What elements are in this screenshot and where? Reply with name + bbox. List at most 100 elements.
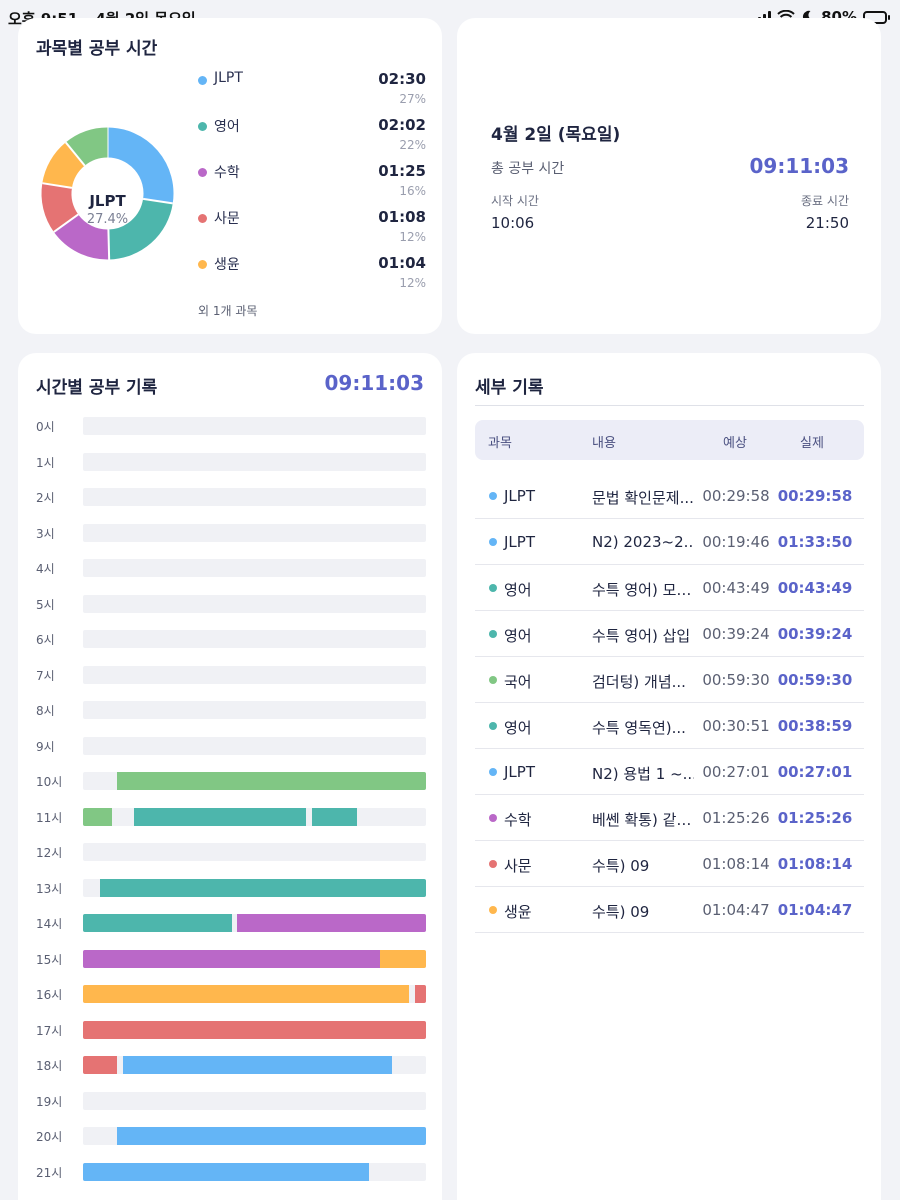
timeline-track [83, 1127, 426, 1145]
timeline-segment[interactable] [414, 985, 426, 1003]
detail-records-card[interactable]: 세부 기록 과목 내용 예상 실제 JLPT 문법 확인문제... 00:29:58… [457, 353, 881, 1200]
timeline-hour-label: 13시 [36, 881, 63, 896]
subject-card-title: 과목별 공부 시간 [36, 39, 158, 59]
legend-subject-percent: 27% [399, 92, 426, 106]
timeline-segment[interactable] [83, 1020, 426, 1039]
timeline-track [83, 594, 426, 613]
header-content: 내용 [592, 436, 616, 451]
timeline-segment[interactable] [83, 914, 232, 932]
detail-table-row[interactable]: 사문 수특) 09 01:08:14 01:08:14 [475, 841, 864, 887]
row-actual-time: 00:59:30 [777, 671, 853, 689]
timeline-track [83, 630, 426, 648]
subject-color-dot [489, 492, 497, 500]
timeline-segment[interactable] [134, 807, 306, 826]
detail-table-row[interactable]: JLPT 문법 확인문제... 00:29:58 00:29:58 [475, 473, 864, 519]
row-content: 베쎈 확통) 같… [592, 811, 692, 829]
timeline-hour-label: 8시 [36, 704, 55, 718]
row-content: 수특 영어) 모… [592, 581, 692, 599]
timeline-segment[interactable] [83, 1056, 118, 1074]
legend-subject-percent: 16% [399, 184, 426, 198]
timeline-hour-label: 9시 [36, 739, 55, 754]
row-subject: 생윤 [504, 903, 532, 921]
timeline-hour-row: 0시 [18, 417, 442, 435]
legend-color-dot [198, 214, 207, 223]
legend-subject-time: 01:04 [378, 254, 426, 272]
detail-table-row[interactable]: 영어 수특 영어) 삽입 00:39:24 00:39:24 [475, 611, 864, 657]
detail-table-row[interactable]: 영어 수특 영어) 모… 00:43:49 00:43:49 [475, 565, 864, 611]
day-summary-card[interactable]: 4월 2일 (목요일) 총 공부 시간 09:11:03 시작 시간 10:06… [457, 18, 881, 334]
row-actual-time: 01:25:26 [777, 809, 853, 827]
timeline-track [83, 807, 426, 826]
row-actual-time: 00:39:24 [777, 625, 853, 643]
timeline-segment[interactable] [117, 1127, 426, 1145]
row-content: 문법 확인문제... [592, 489, 694, 507]
more-subjects-label[interactable]: 외 1개 과목 [198, 304, 258, 318]
subject-color-dot [489, 630, 497, 638]
legend-subject-name: 사문 [214, 211, 240, 227]
timeline-hour-row: 20시 [18, 1127, 442, 1145]
subject-color-dot [489, 584, 497, 592]
legend-subject-name: 영어 [214, 119, 240, 135]
row-content: 수특 영독연)... [592, 719, 686, 737]
timeline-track [83, 1020, 426, 1039]
timeline-segment[interactable] [311, 807, 358, 826]
row-planned-time: 00:39:24 [702, 625, 770, 643]
donut-separator [53, 213, 79, 233]
legend-subject-name: JLPT [214, 70, 243, 86]
timeline-segment[interactable] [237, 914, 426, 932]
legend-subject-percent: 22% [399, 138, 426, 152]
detail-table-row[interactable]: JLPT N2) 용법 1 ~... 00:27:01 00:27:01 [475, 749, 864, 795]
donut-center-percent: 27.4% [86, 212, 129, 227]
legend-item[interactable]: 영어 02:02 22% [198, 116, 426, 156]
detail-table-row[interactable]: JLPT N2) 2023~2... 00:19:46 01:33:50 [475, 519, 864, 565]
detail-title: 세부 기록 [475, 378, 544, 398]
timeline-track [83, 1091, 426, 1110]
row-content: N2) 2023~2... [592, 533, 694, 551]
row-actual-time: 00:43:49 [777, 579, 853, 597]
timeline-hour-row: 12시 [18, 843, 442, 861]
timeline-segment[interactable] [83, 1162, 369, 1181]
timeline-track [83, 736, 426, 755]
timeline-segment[interactable] [83, 807, 112, 826]
timeline-track [83, 843, 426, 861]
legend-item[interactable]: 생윤 01:04 12% [198, 254, 426, 294]
legend-subject-name: 수학 [214, 165, 240, 181]
row-content: 검더텅) 개념... [592, 673, 686, 691]
timeline-hour-label: 1시 [36, 455, 55, 470]
row-subject: 수학 [504, 811, 532, 829]
legend-subject-time: 02:02 [378, 116, 426, 134]
detail-table-row[interactable]: 수학 베쎈 확통) 같… 01:25:26 01:25:26 [475, 795, 864, 841]
timeline-segment[interactable] [100, 878, 426, 897]
row-subject: 국어 [504, 673, 532, 691]
total-study-label: 총 공부 시간 [491, 161, 565, 177]
legend-color-dot [198, 76, 207, 85]
detail-table-row[interactable]: 영어 수특 영독연)... 00:30:51 00:38:59 [475, 703, 864, 749]
timeline-segment[interactable] [117, 772, 426, 790]
legend-item[interactable]: 수학 01:25 16% [198, 162, 426, 202]
row-content: 수특 영어) 삽입 [592, 627, 691, 645]
donut-slice [65, 127, 109, 167]
timeline-hour-row: 14시 [18, 914, 442, 932]
subject-time-card[interactable]: 과목별 공부 시간 JLPT 27.4% JLPT 02:30 27% 영어 02:02… [18, 18, 442, 334]
divider [475, 405, 864, 406]
timeline-track [83, 985, 426, 1003]
donut-slice [107, 198, 173, 260]
timeline-track [83, 665, 426, 684]
legend-item[interactable]: 사문 01:08 12% [198, 208, 426, 248]
timeline-segment[interactable] [380, 949, 426, 968]
row-actual-time: 00:38:59 [777, 717, 853, 735]
detail-table-row[interactable]: 생윤 수특) 09 01:04:47 01:04:47 [475, 887, 864, 933]
row-actual-time: 01:33:50 [777, 533, 853, 551]
row-subject: 사문 [504, 857, 532, 875]
legend-item[interactable]: JLPT 02:30 27% [198, 70, 426, 110]
header-subject: 과목 [488, 436, 512, 451]
timeline-segment[interactable] [123, 1056, 392, 1074]
row-content: 수특) 09 [592, 857, 650, 875]
timeline-segment[interactable] [83, 985, 409, 1003]
subject-color-dot [489, 814, 497, 822]
timeline-segment[interactable] [83, 949, 381, 968]
detail-table-row[interactable]: 국어 검더텅) 개념... 00:59:30 00:59:30 [475, 657, 864, 703]
timeline-hour-label: 0시 [36, 420, 55, 434]
timeline-hour-row: 5시 [18, 594, 442, 613]
hourly-timeline-card[interactable]: 시간별 공부 기록 09:11:03 0시 1시 2시 3시 4시 5시 6시 7시 8시 9시 1… [18, 353, 442, 1200]
